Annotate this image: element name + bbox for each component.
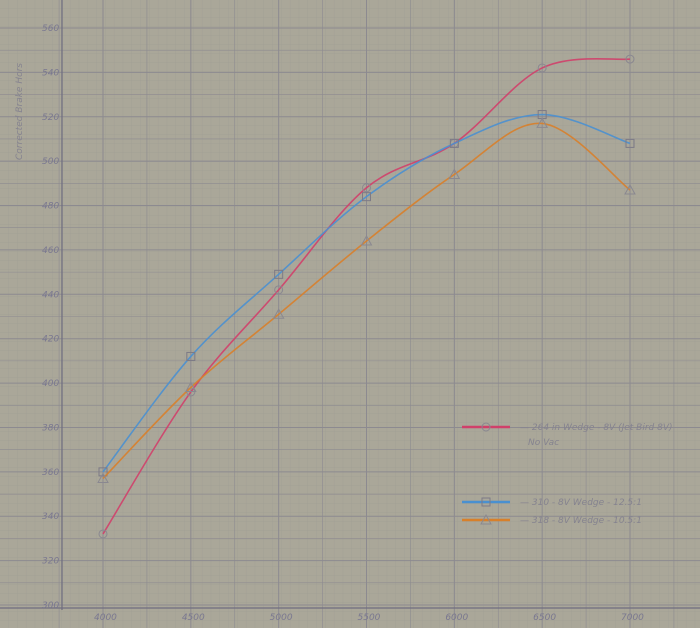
y-tick-label: 480 [42,202,59,212]
triangle-marker [360,235,373,246]
circle-marker [98,529,108,539]
triangle-marker [272,308,285,319]
x-tick-label: 5500 [358,613,381,623]
square-marker [625,138,635,148]
y-tick-label: 300 [42,601,59,611]
legend-note: No Vac [528,438,559,448]
y-tick-label: 540 [42,68,59,78]
circle-marker [481,422,491,432]
triangle-marker [97,472,109,484]
circle-marker [625,54,635,64]
y-tick-label: 420 [42,335,59,345]
y-tick-label: 440 [42,290,59,300]
square-marker [481,497,491,507]
y-tick-label: 320 [42,557,59,567]
circle-marker [362,183,371,193]
circle-marker [274,285,284,295]
square-marker [362,192,371,202]
triangle-marker [448,168,461,179]
square-marker [274,269,284,279]
y-tick-label: 360 [42,468,59,478]
triangle-marker [184,381,197,393]
legend-label: — 318 - 8V Wedge - 10.5:1 [520,516,642,526]
x-tick-label: 6000 [445,613,468,623]
y-tick-label: 340 [42,512,59,522]
y-axis-label: Corrected Brake Hors [15,63,25,160]
series-group [97,54,636,539]
square-marker [186,351,196,361]
y-tick-label: 380 [42,423,59,433]
x-tick-label: 4500 [182,613,205,623]
legend-label: — 310 - 8V Wedge - 12.5:1 [520,498,642,508]
x-tick-label: 4000 [94,613,117,623]
x-tick-label: 5000 [270,613,293,623]
y-tick-label: 400 [42,379,59,389]
legend-label: — 264 in Wedge - 8V (Jet Bird 8V) [520,423,673,433]
triangle-marker [536,117,549,128]
triangle-marker [480,513,492,525]
series-line [102,113,631,473]
series-line [102,122,631,480]
series-line [102,57,631,535]
y-tick-label: 520 [42,113,59,123]
triangle-marker [624,183,636,195]
y-tick-label: 460 [42,246,59,256]
y-tick-label: 500 [42,157,59,167]
x-tick-label: 6500 [533,613,556,623]
legend: — 264 in Wedge - 8V (Jet Bird 8V) No Vac —… [462,422,673,526]
square-marker [98,467,108,477]
x-tick-label: 7000 [621,613,644,623]
square-marker [449,138,459,148]
y-tick-label: 560 [42,24,59,34]
circle-marker [537,63,547,73]
